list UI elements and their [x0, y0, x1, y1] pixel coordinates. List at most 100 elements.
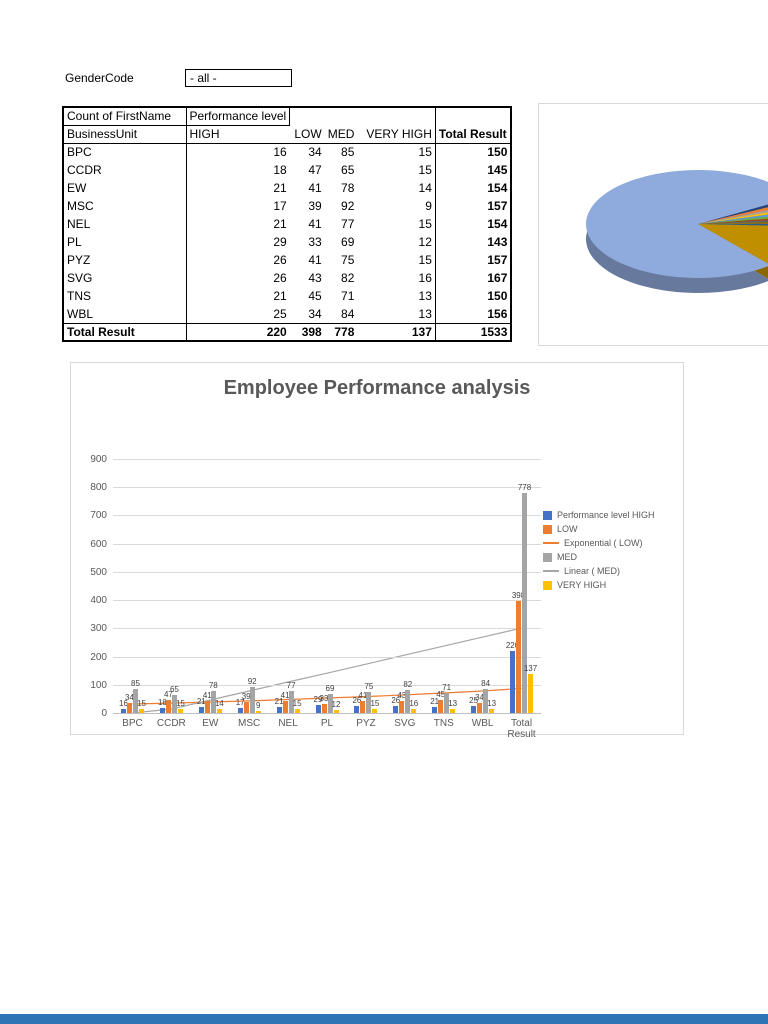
- pivot-total-cell[interactable]: 778: [324, 322, 358, 341]
- pivot-cell[interactable]: 84: [341, 306, 355, 321]
- pivot-cell[interactable]: 41: [308, 217, 322, 231]
- bar-value-label: 41: [358, 691, 368, 701]
- pivot-total-cell[interactable]: 137: [357, 322, 436, 341]
- pivot-total-cell[interactable]: 220: [186, 322, 290, 341]
- pivot-cell[interactable]: 9: [425, 199, 432, 213]
- pivot-cell[interactable]: 21: [273, 289, 287, 303]
- pivot-corner-cell[interactable]: Count of FirstName: [63, 107, 187, 126]
- pivot-cell[interactable]: 18: [273, 163, 287, 177]
- table-row: BPC 16 34 85 15 150: [63, 143, 512, 161]
- legend-item[interactable]: LOW: [543, 523, 578, 535]
- pivot-cell[interactable]: 21: [273, 217, 287, 231]
- legend-item[interactable]: Performance level HIGH: [543, 509, 655, 521]
- pivot-cell[interactable]: 145: [434, 161, 512, 179]
- y-tick-label: 100: [90, 680, 107, 691]
- bar-value-label: 34: [125, 693, 134, 703]
- pivot-cell[interactable]: 47: [308, 163, 322, 177]
- pivot-cell[interactable]: 156: [434, 305, 512, 323]
- pivot-cell[interactable]: 85: [341, 145, 355, 160]
- legend-item[interactable]: Linear ( MED): [543, 565, 620, 577]
- pivot-row-header[interactable]: BusinessUnit: [63, 125, 187, 144]
- pivot-cell[interactable]: 154: [434, 179, 512, 197]
- pivot-cell[interactable]: 69: [341, 235, 355, 249]
- pivot-cell[interactable]: 26: [273, 271, 287, 285]
- bar-value-label: 398: [511, 590, 526, 600]
- legend-item[interactable]: Exponential ( LOW): [543, 537, 643, 549]
- pivot-row-label[interactable]: SVG: [63, 269, 187, 287]
- pivot-cell[interactable]: 21: [273, 181, 287, 195]
- pivot-cell[interactable]: 14: [418, 181, 432, 195]
- pivot-cell[interactable]: 157: [434, 197, 512, 215]
- bar-value-label: 220: [505, 640, 520, 650]
- pivot-cell[interactable]: 45: [308, 289, 322, 303]
- pivot-cell[interactable]: 154: [434, 215, 512, 233]
- pivot-cell[interactable]: 150: [434, 143, 512, 161]
- pivot-cell[interactable]: 12: [418, 235, 432, 249]
- pivot-column-header[interactable]: VERY HIGH: [357, 125, 436, 144]
- pivot-cell[interactable]: 43: [308, 271, 322, 285]
- pivot-cell[interactable]: 41: [308, 181, 322, 195]
- pivot-cell[interactable]: 15: [418, 163, 432, 177]
- pivot-cell[interactable]: 41: [308, 253, 322, 267]
- pivot-cell[interactable]: 15: [418, 253, 432, 267]
- pivot-cell[interactable]: 15: [418, 217, 432, 231]
- pivot-column-header[interactable]: HIGH: [186, 125, 290, 144]
- pivot-column-header[interactable]: Total Result: [434, 125, 512, 144]
- pivot-total-cell[interactable]: 398: [289, 322, 325, 341]
- y-tick-label: 200: [90, 652, 107, 663]
- pie-chart-panel[interactable]: [538, 103, 768, 346]
- pivot-cell[interactable]: 13: [418, 289, 432, 303]
- pivot-row-label[interactable]: PYZ: [63, 251, 187, 269]
- pivot-cell[interactable]: 33: [308, 235, 322, 249]
- pivot-row-label[interactable]: EW: [63, 179, 187, 197]
- pivot-cell[interactable]: 65: [341, 163, 355, 177]
- gendercode-filter[interactable]: - all -: [185, 69, 292, 87]
- pivot-cell[interactable]: 13: [418, 306, 432, 321]
- pivot-cell[interactable]: 16: [273, 145, 287, 160]
- pivot-column-group-label[interactable]: Performance level: [186, 107, 291, 126]
- pivot-row-label[interactable]: TNS: [63, 287, 187, 305]
- bar: [288, 691, 294, 713]
- bar-value-label: 13: [487, 699, 497, 709]
- pivot-cell[interactable]: 167: [434, 269, 512, 287]
- pivot-column-header[interactable]: LOW: [289, 125, 325, 144]
- pivot-cell[interactable]: 16: [418, 271, 432, 285]
- bar-value-label: 75: [364, 681, 374, 691]
- bar: [159, 707, 165, 713]
- bar: [171, 694, 177, 713]
- pivot-cell[interactable]: 75: [341, 253, 355, 267]
- bar: [360, 701, 366, 713]
- legend-item[interactable]: MED: [543, 551, 577, 563]
- bar-value-label: 92: [247, 677, 257, 686]
- pivot-row-label[interactable]: PL: [63, 233, 187, 251]
- pivot-cell[interactable]: 39: [308, 199, 322, 213]
- pivot-cell[interactable]: 29: [273, 235, 287, 249]
- legend-item[interactable]: VERY HIGH: [543, 579, 606, 591]
- pivot-cell[interactable]: 15: [418, 145, 432, 160]
- pivot-row-label[interactable]: MSC: [63, 197, 187, 215]
- pivot-cell[interactable]: 150: [434, 287, 512, 305]
- pivot-column-header[interactable]: MED: [324, 125, 358, 144]
- pivot-cell[interactable]: 71: [341, 289, 355, 303]
- bar-chart-panel[interactable]: Employee Performance analysis 0 100 200 300…: [70, 362, 684, 740]
- pivot-row-label[interactable]: BPC: [63, 143, 187, 161]
- pivot-cell[interactable]: 77: [341, 217, 355, 231]
- pivot-cell[interactable]: 82: [341, 271, 355, 285]
- pivot-cell[interactable]: 78: [341, 181, 355, 195]
- pivot-cell[interactable]: 17: [273, 199, 287, 213]
- pivot-cell[interactable]: 92: [341, 199, 355, 213]
- pivot-row-label[interactable]: CCDR: [63, 161, 187, 179]
- pivot-cell[interactable]: 26: [273, 253, 287, 267]
- pivot-cell[interactable]: 157: [434, 251, 512, 269]
- pivot-row-label[interactable]: WBL: [63, 305, 187, 323]
- pivot-cell[interactable]: 34: [308, 306, 322, 321]
- pivot-cell[interactable]: 34: [308, 145, 322, 160]
- pivot-cell[interactable]: 25: [273, 306, 287, 321]
- pivot-cell[interactable]: 143: [434, 233, 512, 251]
- pivot-row-label[interactable]: NEL: [63, 215, 187, 233]
- bar: [432, 707, 438, 713]
- bar-value-label: 18: [157, 697, 167, 707]
- pivot-total-label[interactable]: Total Result: [63, 322, 187, 341]
- bar-value-label: 21: [430, 697, 440, 707]
- pivot-total-cell[interactable]: 1533: [434, 322, 512, 341]
